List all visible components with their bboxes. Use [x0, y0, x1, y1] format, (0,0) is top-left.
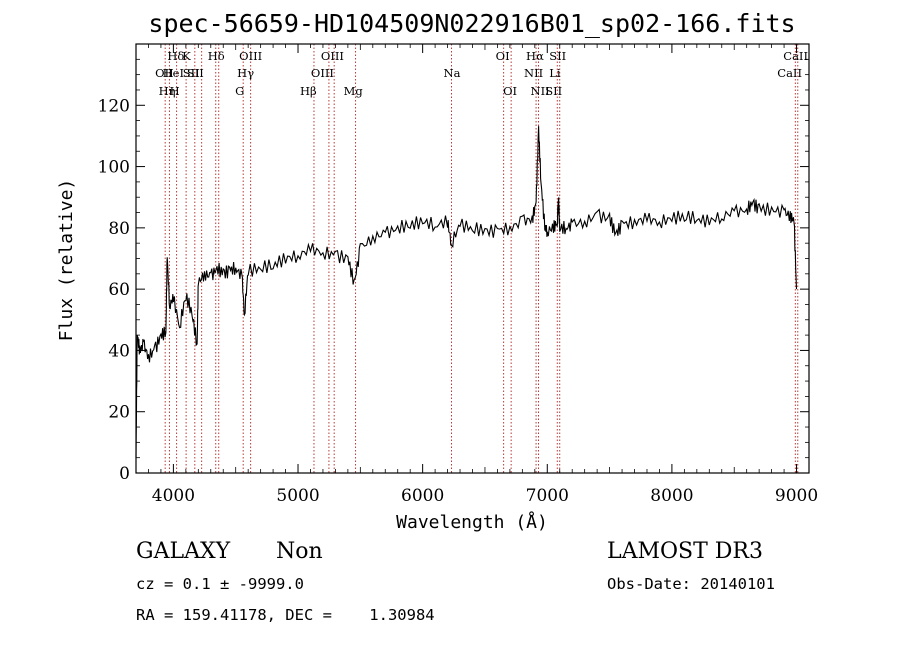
object-subclass: Non — [276, 539, 323, 564]
line-label: Li — [549, 66, 561, 80]
line-label: Hδ — [167, 49, 184, 63]
y-tick-label-3: 60 — [108, 280, 130, 300]
survey-name: LAMOST DR3 — [607, 539, 763, 564]
line-label: OI — [496, 49, 510, 63]
x-tick-label-3: 7000 — [526, 486, 569, 506]
line-label: OIII — [321, 49, 344, 63]
redshift-info: cz = 0.1 ± -9999.0 — [136, 575, 304, 593]
line-label: CaII — [777, 66, 802, 80]
line-label: Hα — [526, 49, 544, 63]
line-label: HeI — [163, 66, 184, 80]
y-tick-label-0: 0 — [119, 464, 130, 484]
x-tick-label-0: 4000 — [152, 486, 195, 506]
spectral-line-markers — [164, 44, 799, 473]
line-label: SII — [545, 84, 562, 98]
y-axis: 0 20 40 60 80 100 120 — [98, 58, 809, 484]
y-tick-label-4: 80 — [108, 219, 130, 239]
line-label: OI — [503, 84, 517, 98]
line-label: OIII — [311, 66, 334, 80]
line-label: H — [170, 84, 180, 98]
line-label: CaII — [783, 49, 808, 63]
line-label: NII — [531, 84, 550, 98]
line-label: NII — [524, 66, 543, 80]
chart-title: spec-56659-HD104509N022916B01_sp02-166.f… — [148, 9, 795, 38]
object-class: GALAXY — [136, 539, 231, 564]
line-label: SII — [187, 66, 204, 80]
line-label: Mg — [344, 84, 364, 98]
y-tick-label-1: 20 — [108, 403, 130, 423]
line-label: Hδ — [208, 49, 225, 63]
line-label: K — [182, 49, 191, 63]
x-tick-label-4: 8000 — [650, 486, 693, 506]
line-label: G — [235, 84, 244, 98]
line-label: Na — [444, 66, 461, 80]
x-tick-label-5: 9000 — [775, 486, 818, 506]
y-axis-label: Flux (relative) — [56, 179, 77, 342]
x-axis-label: Wavelength (Å) — [396, 511, 548, 533]
plot-frame — [135, 43, 810, 474]
line-label: OII — [155, 66, 174, 80]
line-label: SII — [549, 49, 566, 63]
line-label: Hη — [159, 84, 176, 98]
x-tick-label-2: 6000 — [401, 486, 444, 506]
x-tick-label-1: 5000 — [276, 486, 319, 506]
coordinates: RA = 159.41178, DEC = 1.30984 — [136, 606, 435, 624]
y-tick-label-6: 120 — [98, 96, 130, 116]
y-tick-label-5: 100 — [98, 158, 130, 178]
spectrum-series — [135, 126, 798, 458]
line-label: OIII — [239, 49, 262, 63]
x-axis: 4000 5000 6000 7000 8000 9000 — [148, 44, 818, 506]
y-tick-label-2: 40 — [108, 341, 130, 361]
line-label: Hβ — [300, 84, 317, 98]
line-label: Hγ — [237, 66, 254, 80]
line-label: SII — [183, 66, 200, 80]
observation-date: Obs-Date: 20140101 — [607, 575, 775, 593]
